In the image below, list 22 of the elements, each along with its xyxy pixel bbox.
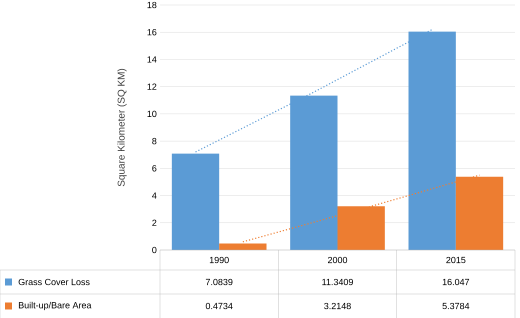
- data-label: 0.4734: [206, 302, 233, 310]
- y-tick-label: 8: [152, 138, 156, 144]
- y-tick-label: 18: [148, 2, 156, 8]
- data-label: 5.3784: [442, 302, 470, 310]
- y-tick-label: 14: [148, 56, 157, 63]
- data-label: 3.2148: [324, 302, 351, 310]
- x-tick-label: 1990: [210, 256, 229, 264]
- legend-label: Grass Cover Loss: [18, 278, 90, 286]
- data-label: 11.3409: [322, 278, 353, 286]
- y-tick-label: 4: [152, 192, 157, 199]
- x-tick-label: 2000: [328, 256, 348, 264]
- y-tick-label: 10: [148, 110, 156, 118]
- y-tick-label: 6: [152, 165, 156, 172]
- data-label: 7.0839: [206, 278, 232, 286]
- y-axis-title: Square Kilometer (SQ KM): [117, 68, 127, 186]
- x-tick-label: 2015: [446, 256, 466, 264]
- y-tick-label: 16: [148, 29, 156, 36]
- data-label: 16.047: [442, 278, 470, 286]
- y-tick-label: 12: [148, 84, 156, 90]
- y-tick-label: 0: [152, 246, 156, 254]
- legend-label: Built-up/Bare Area: [18, 302, 92, 310]
- y-tick-label: 2: [152, 220, 156, 226]
